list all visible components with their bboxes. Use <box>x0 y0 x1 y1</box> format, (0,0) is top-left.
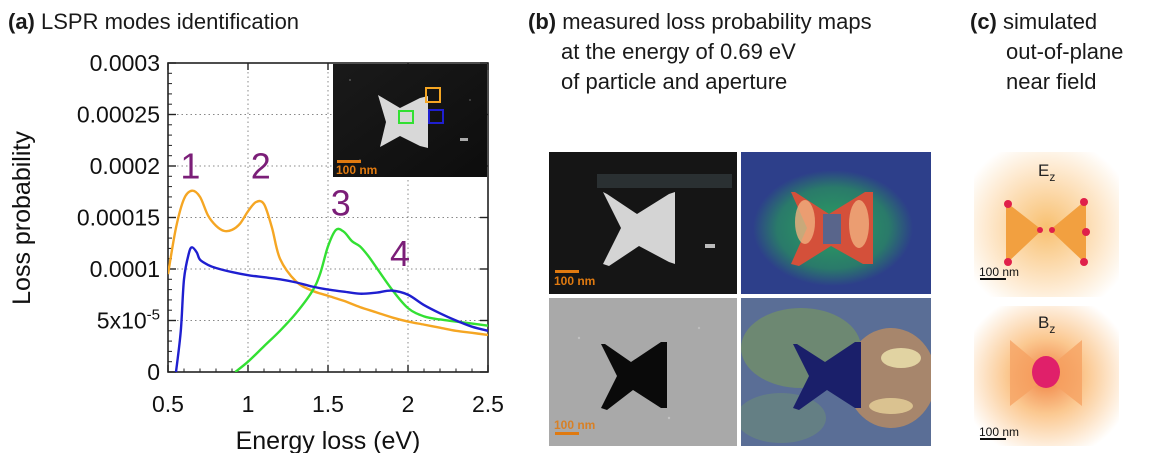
y-tick-label: 0.0003 <box>90 50 160 76</box>
x-tick-label: 0.5 <box>152 391 184 417</box>
particle-scale-bar <box>555 270 579 273</box>
aperture-sem-image: 100 nm <box>549 298 737 446</box>
aperture-scale-bar <box>555 432 579 435</box>
y-tick-label: 5x10-5 <box>97 307 160 334</box>
series-line-1 <box>168 189 488 337</box>
chart-ticks: 0.5 1 1.5 2 2.5 0 5x10-5 0.0001 0.00015 0.0002 0.0… <box>77 50 504 417</box>
panel-b-title-line-3: of particle and aperture <box>561 69 788 94</box>
y-tick-label: 0.00015 <box>77 205 160 231</box>
x-tick-label: 1 <box>242 391 255 417</box>
inset-scale-bar <box>337 160 361 163</box>
peak-label-1: 1 <box>180 145 200 186</box>
x-tick-label: 2 <box>402 391 415 417</box>
panel-b-letter: (b) <box>528 9 557 34</box>
panel-b-title-line-1: measured loss probability maps <box>562 9 872 34</box>
peak-label-4: 4 <box>390 233 410 274</box>
y-tick-label: 0.00025 <box>77 102 160 128</box>
particle-loss-map <box>741 152 931 294</box>
inset-blue-box <box>428 109 444 124</box>
ez-scale-label: 100 nm <box>979 265 1019 279</box>
bz-scale-label: 100 nm <box>979 425 1019 439</box>
particle-bowtie <box>603 192 675 266</box>
y-tick-label: 0.0001 <box>90 256 160 282</box>
inset-em-image: 100 nm <box>333 64 487 177</box>
aperture-loss-bowtie <box>793 342 861 410</box>
particle-sem-image: 100 nm <box>549 152 737 294</box>
panel-c-title-line-3: near field <box>1006 69 1097 94</box>
panel-c-title-line-2: out-of-plane <box>1006 39 1124 64</box>
peak-label-2: 2 <box>251 145 271 186</box>
inset-green-box <box>398 110 414 124</box>
ez-label: Ez <box>1038 161 1055 184</box>
series-line-2 <box>234 227 488 372</box>
loss-probability-chart: 0.5 1 1.5 2 2.5 0 5x10-5 0.0001 0.00015 0.0002 0.0… <box>8 50 504 453</box>
panel-b-title-line-2: at the energy of 0.69 eV <box>561 39 796 64</box>
peak-label-3: 3 <box>331 182 351 223</box>
panel-a-title-text: LSPR modes identification <box>41 9 300 34</box>
ez-scale-bar <box>980 278 1006 280</box>
y-axis-title: Loss probability <box>8 131 36 305</box>
x-tick-label: 2.5 <box>472 391 504 417</box>
particle-scale-label: 100 nm <box>554 274 595 288</box>
series-line-3 <box>174 246 488 372</box>
panel-c-title-line-1: simulated <box>1003 9 1098 34</box>
x-axis-title: Energy loss (eV) <box>236 427 421 453</box>
inset-orange-box <box>425 87 441 103</box>
aperture-loss-map <box>741 298 931 446</box>
bz-label: Bz <box>1038 313 1055 336</box>
peak-labels: 1 2 34 <box>180 145 410 274</box>
panel-b-title: (b) measured loss probability maps at th… <box>528 7 872 97</box>
inset-bowtie-particle <box>378 95 428 148</box>
chart-series <box>168 189 488 372</box>
ez-near-field-map: Ez 100 nm <box>974 152 1119 297</box>
aperture-bowtie <box>601 342 667 410</box>
x-tick-label: 1.5 <box>312 391 344 417</box>
panel-a-title: (a) LSPR modes identification <box>8 7 299 37</box>
y-tick-label: 0 <box>147 359 160 385</box>
bz-scale-bar <box>980 438 1006 440</box>
y-tick-label: 0.0002 <box>90 153 160 179</box>
bz-near-field-map: Bz 100 nm <box>974 306 1119 446</box>
panel-c-title: (c) simulated out-of-plane near field <box>970 7 1123 97</box>
panel-a-letter: (a) <box>8 9 35 34</box>
aperture-scale-label: 100 nm <box>554 418 595 432</box>
panel-c-letter: (c) <box>970 9 997 34</box>
inset-scale-label: 100 nm <box>336 163 377 177</box>
